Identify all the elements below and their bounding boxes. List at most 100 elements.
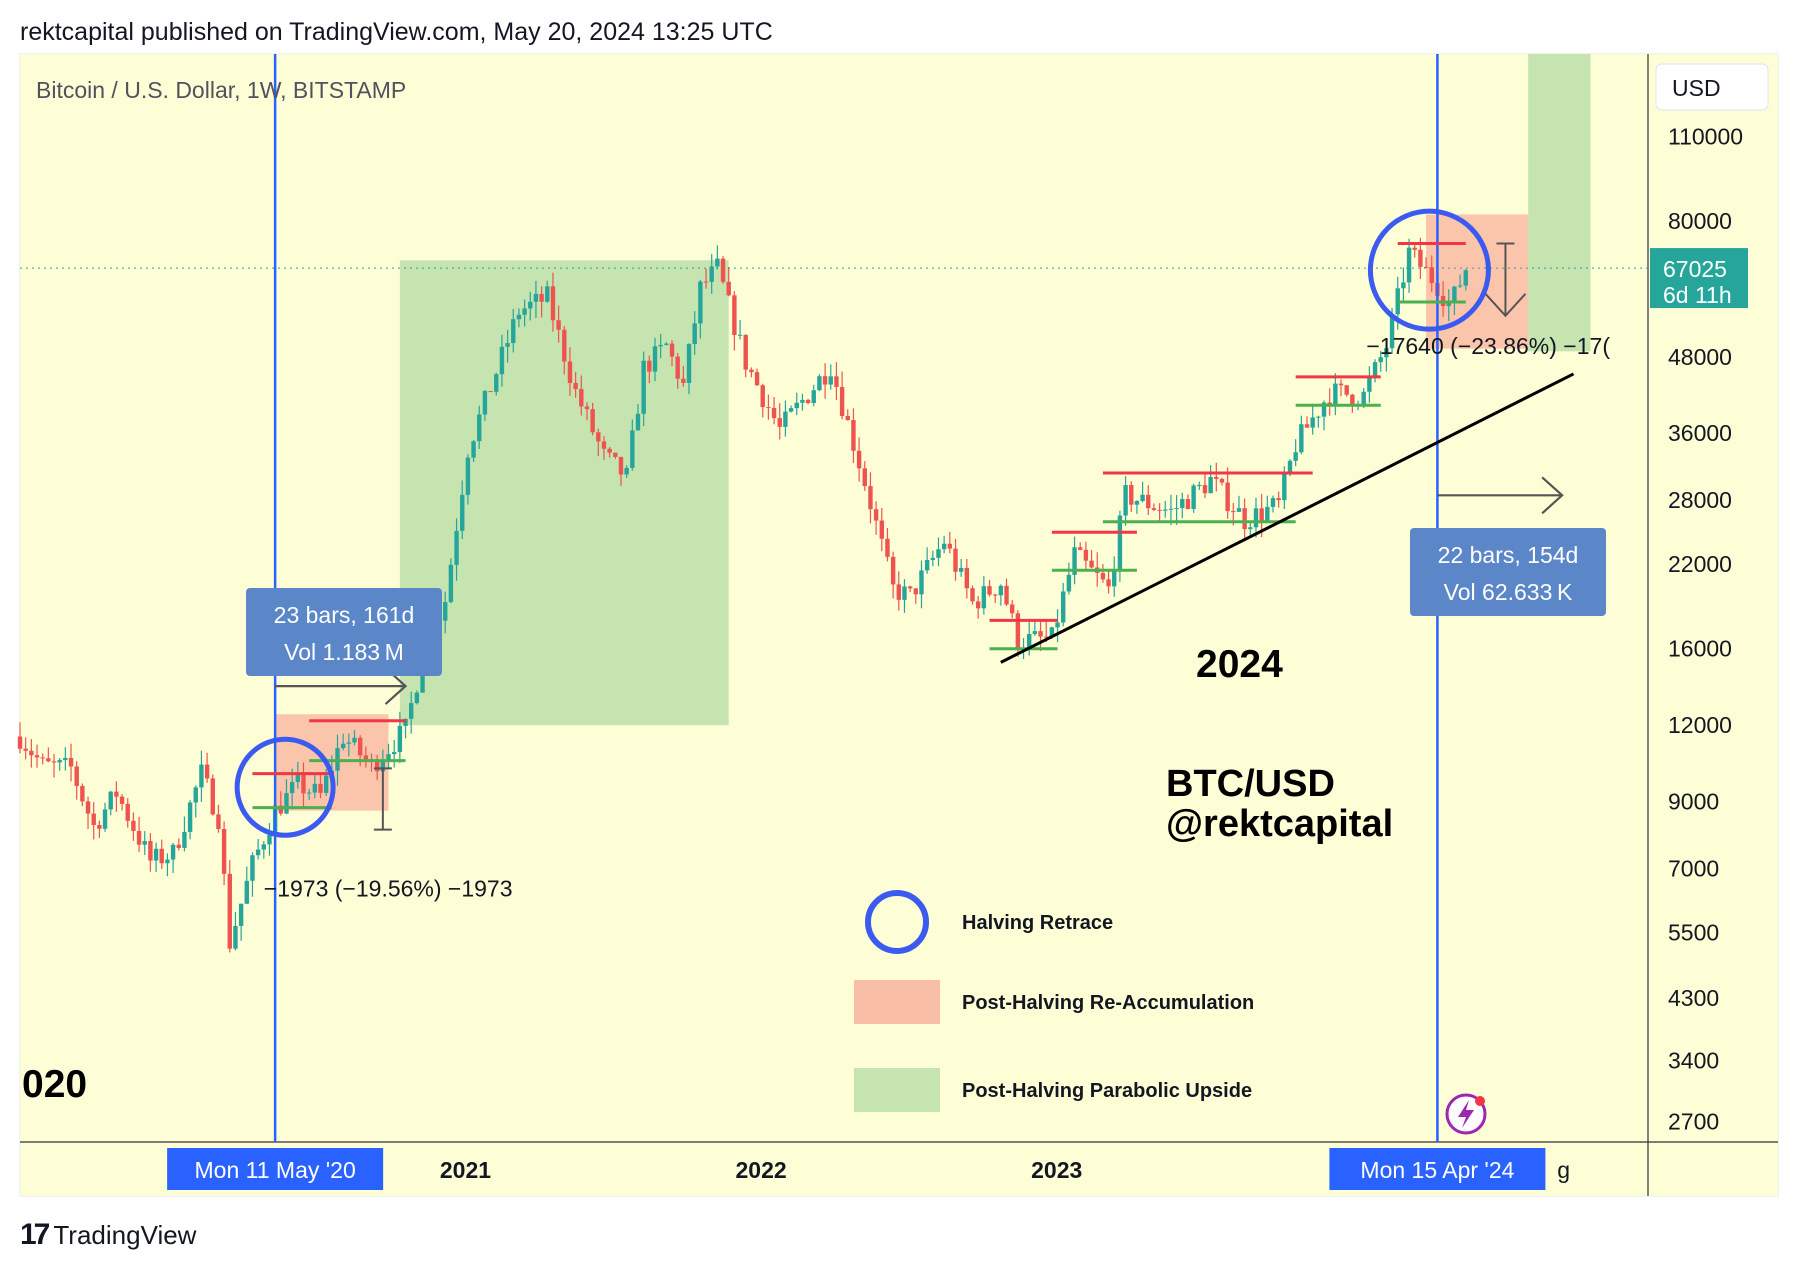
halving-retrace-circle-2020 xyxy=(234,736,336,838)
candle-body xyxy=(227,873,232,949)
candle-body xyxy=(1202,485,1208,494)
candle xyxy=(958,559,964,577)
candle-body xyxy=(732,295,737,336)
candle-body xyxy=(193,787,198,803)
candle-body xyxy=(420,666,425,693)
candle xyxy=(97,820,102,838)
candle xyxy=(1242,498,1247,542)
candle-body xyxy=(46,758,51,762)
candle xyxy=(987,579,992,597)
candle-body xyxy=(267,835,272,845)
candle xyxy=(443,591,448,634)
candle-body xyxy=(1168,508,1174,510)
candle xyxy=(885,527,890,562)
candle-body xyxy=(658,344,663,347)
legend-swatch xyxy=(854,1068,940,1112)
publisher-line: rektcapital published on TradingView.com… xyxy=(20,18,773,46)
candle-body xyxy=(131,820,136,831)
candle-body xyxy=(284,793,289,814)
candle-body xyxy=(828,376,833,385)
currency-button[interactable]: USD xyxy=(1655,63,1769,111)
candle xyxy=(312,775,318,799)
candle-body xyxy=(1270,498,1276,507)
candle-body xyxy=(749,369,754,373)
candle xyxy=(176,838,181,851)
duration-arrow-head xyxy=(1541,476,1564,515)
candle-body xyxy=(930,557,936,560)
candle-body xyxy=(1259,508,1264,521)
price-axis-background xyxy=(1648,54,1778,1142)
candle xyxy=(919,560,924,609)
drawdown-measure xyxy=(1484,242,1527,318)
candle-body xyxy=(97,824,102,829)
candle-body xyxy=(23,748,28,751)
candle xyxy=(471,439,476,462)
candle-body xyxy=(550,286,556,321)
candle xyxy=(624,465,629,478)
candle xyxy=(652,337,658,382)
candle-body xyxy=(136,830,142,845)
candle-body xyxy=(108,791,113,810)
tradingview-logo[interactable]: 17 TradingView xyxy=(20,1218,196,1252)
candle xyxy=(295,761,301,789)
candle-body xyxy=(856,450,862,469)
candle xyxy=(499,334,505,387)
candle-body xyxy=(1214,476,1219,479)
candle xyxy=(1270,495,1276,513)
candle-body xyxy=(703,281,709,283)
candle-body xyxy=(681,378,686,383)
halving-retrace-circle-2024 xyxy=(1367,208,1491,332)
candle-body xyxy=(391,752,397,755)
candle-body xyxy=(868,486,873,510)
candle xyxy=(34,744,40,768)
candle-body xyxy=(964,567,970,589)
candle xyxy=(1004,578,1009,606)
candle xyxy=(136,816,142,853)
candle xyxy=(550,272,556,332)
candle xyxy=(788,405,794,413)
candle xyxy=(414,690,420,705)
candle xyxy=(29,739,34,768)
candle xyxy=(1293,439,1298,467)
candle-body xyxy=(204,764,210,779)
candle xyxy=(233,912,238,951)
candle xyxy=(556,305,561,343)
y-tick-label: 48000 xyxy=(1668,344,1732,370)
candle-body xyxy=(29,750,34,756)
candle xyxy=(1129,481,1134,512)
candle xyxy=(545,280,550,303)
candle xyxy=(80,783,85,807)
candle xyxy=(1009,600,1015,619)
candle xyxy=(794,392,799,416)
candle xyxy=(601,436,607,460)
candle-body xyxy=(879,520,884,539)
candle-body xyxy=(1242,508,1247,530)
candle xyxy=(255,838,261,860)
candle xyxy=(1157,503,1162,522)
legend-label: Post-Halving Parabolic Upside xyxy=(962,1080,1252,1102)
candle xyxy=(1304,416,1310,428)
candle xyxy=(528,291,533,321)
duration-bars-label: 22 bars, 154d xyxy=(1438,542,1579,568)
duration-arrow xyxy=(1437,476,1564,515)
candle xyxy=(1372,359,1378,383)
candle xyxy=(148,833,153,872)
candle-body xyxy=(936,549,941,558)
candle xyxy=(896,571,901,611)
candle-body xyxy=(726,281,731,296)
candle xyxy=(482,389,488,422)
candle xyxy=(494,372,499,396)
candle-body xyxy=(1401,282,1406,289)
candle-body xyxy=(1423,266,1429,268)
measure-label-2020: −1973 (−19.56%) −1973 xyxy=(264,875,513,901)
candle-body xyxy=(511,319,516,344)
candle-body xyxy=(51,761,57,763)
candle xyxy=(238,903,244,941)
drawdown-measure xyxy=(373,767,392,831)
candle-body xyxy=(720,258,726,282)
halving-event-icon[interactable] xyxy=(1445,1093,1487,1135)
candle-body xyxy=(1015,613,1021,650)
candle xyxy=(1384,339,1389,372)
